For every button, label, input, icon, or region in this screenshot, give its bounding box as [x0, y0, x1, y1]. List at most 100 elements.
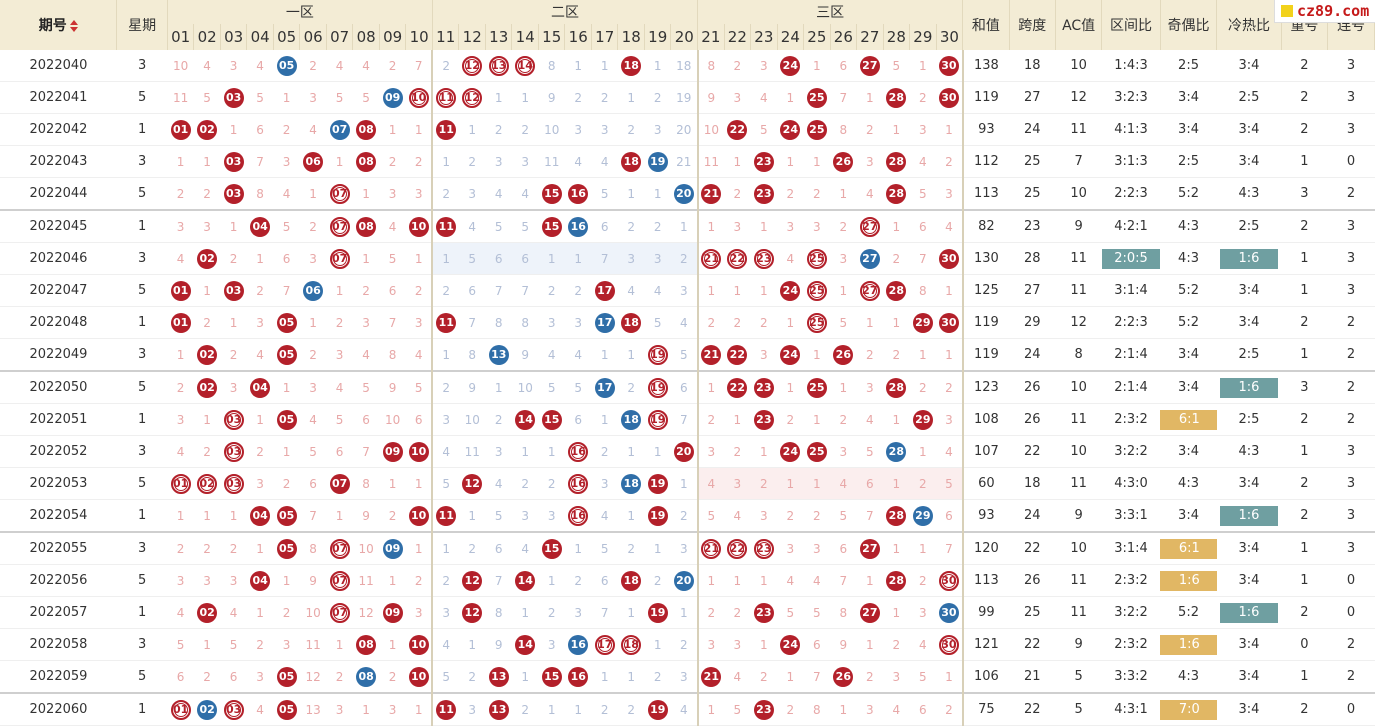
- period-cell[interactable]: 2022041: [0, 81, 117, 114]
- red-ball: 12: [462, 570, 483, 591]
- miss-cell: 2: [485, 113, 512, 146]
- table-row: 2022044 5 2 2 03 8 4 1 07 1 3 3 2 3 4 4 15 16 5 1 1 20 21 2 23 2 2…: [0, 177, 1375, 211]
- miss-cell: 8: [511, 306, 539, 339]
- miss-cell: 2: [670, 499, 698, 533]
- miss-cell: 7: [299, 499, 327, 533]
- period-header[interactable]: 期号: [0, 0, 118, 50]
- odd-even-cell: 3:4: [1160, 81, 1217, 114]
- hot-cold-cell: 2:5: [1216, 81, 1282, 114]
- repeat-cell: 0: [1281, 628, 1328, 661]
- zone-ratio-cell: 3:2:2: [1101, 435, 1161, 468]
- period-cell[interactable]: 2022052: [0, 435, 117, 468]
- red-ball: 02: [197, 602, 218, 623]
- period-cell[interactable]: 2022047: [0, 274, 117, 307]
- hot-cold-cell: 3:4: [1216, 50, 1282, 82]
- period-cell[interactable]: 2022048: [0, 306, 117, 339]
- miss-cell: 7: [485, 274, 512, 307]
- number-header: 01: [167, 24, 195, 50]
- miss-cell: 3: [538, 306, 565, 339]
- consec-cell: 2: [1327, 338, 1375, 372]
- miss-cell: 5: [485, 209, 512, 243]
- hot-cold-cell: 1:6: [1216, 242, 1282, 275]
- number-cell: 17: [591, 306, 618, 339]
- ring-ball: 23: [753, 248, 774, 269]
- consec-cell: 0: [1327, 564, 1375, 597]
- period-cell[interactable]: 2022051: [0, 403, 117, 436]
- sort-icon[interactable]: [69, 20, 78, 32]
- miss-cell: 10: [167, 50, 194, 82]
- miss-cell: 9: [352, 499, 380, 533]
- period-cell[interactable]: 2022049: [0, 338, 117, 372]
- red-ball: 02: [197, 119, 218, 140]
- number-header: 10: [405, 24, 433, 50]
- number-cell: 23: [750, 596, 778, 629]
- miss-cell: 3: [670, 531, 698, 565]
- period-cell[interactable]: 2022046: [0, 242, 117, 275]
- red-ball: 30: [938, 248, 959, 269]
- miss-cell: 2: [909, 467, 937, 500]
- miss-cell: 1: [883, 596, 910, 629]
- number-cell: 14: [511, 50, 539, 82]
- red-ball: 09: [382, 441, 403, 462]
- period-cell[interactable]: 2022040: [0, 50, 117, 82]
- red-ball: 23: [753, 377, 774, 398]
- number-cell: 20: [670, 564, 698, 597]
- miss-cell: 2: [830, 209, 857, 243]
- miss-cell: 1: [564, 242, 592, 275]
- period-cell[interactable]: 2022044: [0, 177, 117, 211]
- ring-ball: 11: [436, 87, 457, 108]
- ac-cell: 10: [1055, 435, 1102, 468]
- period-cell[interactable]: 2022054: [0, 499, 117, 533]
- weekday-cell: 1: [116, 692, 168, 726]
- ac-cell: 9: [1055, 628, 1102, 661]
- period-cell[interactable]: 2022060: [0, 692, 117, 726]
- red-ball: 18: [621, 570, 642, 591]
- miss-cell: 4: [591, 145, 618, 178]
- period-cell[interactable]: 2022058: [0, 628, 117, 661]
- red-ball: 10: [408, 441, 429, 462]
- number-cell: 07: [326, 242, 353, 275]
- number-header: 09: [379, 24, 407, 50]
- period-cell[interactable]: 2022053: [0, 467, 117, 500]
- period-cell[interactable]: 2022059: [0, 660, 117, 694]
- miss-cell: 1: [617, 660, 645, 694]
- hot-cold-cell: 3:4: [1216, 531, 1282, 565]
- miss-cell: 2: [431, 177, 459, 211]
- period-cell[interactable]: 2022042: [0, 113, 117, 146]
- number-cell: 25: [803, 435, 831, 468]
- number-cell: 26: [830, 660, 857, 694]
- miss-cell: 1: [883, 209, 910, 243]
- table-row: 2022046 3 4 02 2 1 6 3 07 1 5 1 1 5 6 6 1 1 7 3 3 2 21 22 23 4 25 3…: [0, 242, 1375, 275]
- repeat-cell: 1: [1281, 338, 1328, 372]
- red-ball: 17: [594, 280, 615, 301]
- period-cell[interactable]: 2022050: [0, 370, 117, 404]
- number-cell: 23: [750, 370, 778, 404]
- period-cell[interactable]: 2022056: [0, 564, 117, 597]
- number-cell: 12: [458, 596, 486, 629]
- miss-cell: 2: [724, 435, 751, 468]
- consec-cell: 2: [1327, 628, 1375, 661]
- miss-cell: 4: [326, 370, 353, 404]
- zone-ratio-cell: 3:1:3: [1101, 145, 1161, 178]
- ring-ball: 19: [647, 409, 668, 430]
- miss-cell: 9: [299, 564, 327, 597]
- period-cell[interactable]: 2022055: [0, 531, 117, 565]
- miss-cell: 1: [617, 177, 645, 211]
- number-cell: 05: [273, 499, 300, 533]
- red-ball: 06: [303, 151, 324, 172]
- period-cell[interactable]: 2022043: [0, 145, 117, 178]
- miss-cell: 3: [246, 467, 274, 500]
- repeat-cell: 3: [1281, 177, 1328, 211]
- miss-cell: 8: [538, 50, 565, 82]
- site-logo[interactable]: cz89.com: [1274, 0, 1375, 23]
- zone-ratio-cell: 3:2:3: [1101, 81, 1161, 114]
- ring-ball: 25: [806, 312, 827, 333]
- span-cell: 28: [1009, 242, 1056, 275]
- period-cell[interactable]: 2022057: [0, 596, 117, 629]
- miss-cell: 2: [538, 274, 565, 307]
- period-cell[interactable]: 2022045: [0, 209, 117, 243]
- miss-cell: 1: [485, 370, 512, 404]
- miss-cell: 3: [220, 370, 247, 404]
- miss-cell: 1: [830, 274, 857, 307]
